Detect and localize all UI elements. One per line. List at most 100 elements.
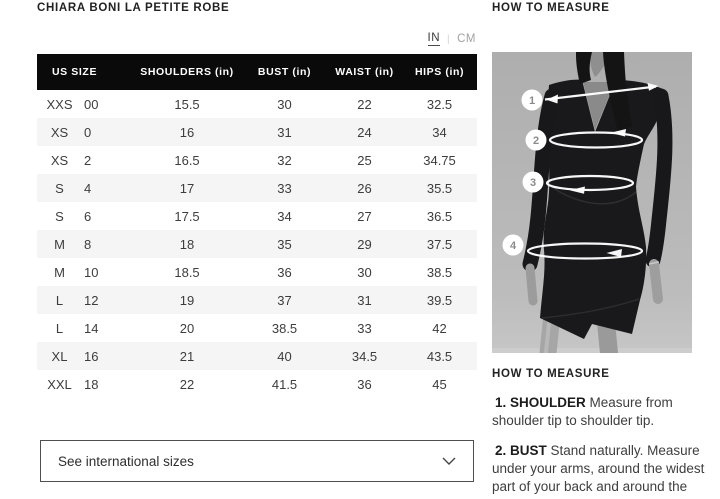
cell-us-number: 4 — [84, 180, 92, 196]
cell-shoulders: 15.5 — [174, 96, 200, 112]
cell-bust: 32 — [277, 152, 292, 168]
international-sizes-dropdown[interactable]: See international sizes — [40, 440, 474, 482]
instruction-bust: 2. BUST Stand naturally. Measure under y… — [492, 442, 718, 499]
unit-cm-button[interactable]: CM — [457, 33, 476, 45]
instruction-shoulder-text: Measure from shoulder tip to shoulder ti… — [492, 395, 673, 428]
cell-bust: 30 — [277, 96, 292, 112]
instruction-shoulder-lead: 1. SHOULDER — [495, 395, 586, 410]
cell-bust: 40 — [277, 348, 292, 364]
measure-instructions: 1. SHOULDER Measure from shoulder tip to… — [492, 394, 718, 499]
cell-shoulders: 17.5 — [174, 208, 200, 224]
cell-waist: 26 — [357, 180, 372, 196]
cell-waist: 25 — [357, 152, 372, 168]
cell-shoulders: 21 — [179, 348, 195, 364]
cell-size-letter: M — [54, 264, 65, 280]
cell-hips: 32.5 — [426, 96, 453, 112]
cell-us-number: 10 — [84, 264, 99, 280]
cell-bust: 35 — [277, 236, 292, 252]
cell-size-letter: L — [55, 292, 64, 308]
header-us-size: US SIZE — [37, 54, 133, 90]
measure-marker-4-hips: 4 — [510, 240, 517, 252]
header-shoulders: SHOULDERS (in) — [132, 54, 243, 90]
measure-marker-1-shoulder: 1 — [529, 95, 535, 107]
cell-waist: 24 — [357, 124, 372, 140]
table-row: L 12 19 37 31 39.5 — [37, 286, 478, 314]
cell-us-number: 16 — [84, 348, 99, 364]
size-table: US SIZE SHOULDERS (in) BUST (in) WAIST (… — [37, 54, 478, 398]
cell-size-letter: XS — [50, 152, 69, 168]
unit-toggle: IN | CM — [427, 32, 477, 46]
how-to-measure-heading: HOW TO MEASURE — [492, 2, 610, 14]
cell-hips: 39.5 — [426, 292, 453, 308]
cell-bust: 34 — [277, 208, 292, 224]
table-row: XXL 18 22 41.5 36 45 — [37, 370, 477, 398]
header-bust: BUST (in) — [242, 54, 328, 90]
cell-waist: 33 — [357, 320, 372, 336]
cell-shoulders: 16 — [179, 124, 195, 140]
cell-us-number: 2 — [84, 152, 92, 168]
cell-waist: 22 — [357, 96, 372, 112]
cell-hips: 38.5 — [426, 264, 453, 280]
table-row: XL 16 21 40 34.5 43.5 — [37, 342, 478, 370]
cell-hips: 35.5 — [426, 180, 453, 196]
cell-shoulders: 22 — [179, 376, 195, 392]
brand-title: CHIARA BONI LA PETITE ROBE — [37, 2, 230, 14]
cell-size-letter: XS — [50, 124, 69, 140]
cell-waist: 27 — [357, 208, 372, 224]
cell-shoulders: 16.5 — [174, 152, 200, 168]
cell-size-letter: M — [54, 236, 65, 252]
cell-waist: 36 — [357, 376, 372, 392]
size-chart-section: IN | CM US SIZE SHOULDERS (in) BUST (in)… — [37, 0, 478, 499]
cell-size-letter: XL — [51, 348, 68, 364]
cell-hips: 43.5 — [426, 348, 453, 364]
size-table-header: US SIZE SHOULDERS (in) BUST (in) WAIST (… — [37, 54, 478, 90]
cell-hips: 42 — [432, 320, 447, 336]
cell-shoulders: 18.5 — [174, 264, 200, 280]
table-row: M 8 18 35 29 37.5 — [37, 230, 478, 258]
cell-size-letter: XXL — [47, 376, 72, 392]
cell-size-letter: XXS — [46, 96, 73, 112]
cell-hips: 36.5 — [426, 208, 453, 224]
cell-waist: 30 — [357, 264, 372, 280]
cell-waist: 29 — [357, 236, 372, 252]
measure-marker-3-waist: 3 — [530, 177, 536, 189]
table-row: S 4 17 33 26 35.5 — [37, 174, 478, 202]
cell-us-number: 0 — [84, 124, 92, 140]
instruction-shoulder: 1. SHOULDER Measure from shoulder tip to… — [492, 394, 718, 430]
cell-shoulders: 20 — [179, 320, 195, 336]
cell-bust: 36 — [277, 264, 292, 280]
cell-size-letter: S — [55, 208, 64, 224]
cell-size-letter: S — [55, 180, 64, 196]
cell-bust: 37 — [277, 292, 292, 308]
table-row: S 6 17.5 34 27 36.5 — [37, 202, 477, 230]
unit-separator: | — [447, 33, 451, 45]
instruction-bust-lead: 2. BUST — [495, 443, 547, 458]
table-row: M 10 18.5 36 30 38.5 — [37, 258, 477, 286]
cell-waist: 31 — [357, 292, 372, 308]
table-row: XXS 00 15.5 30 22 32.5 — [37, 90, 477, 118]
measurement-diagram: 1 2 3 4 — [492, 52, 692, 353]
cell-size-letter: L — [55, 320, 64, 336]
cell-us-number: 6 — [84, 208, 92, 224]
unit-in-button[interactable]: IN — [427, 32, 440, 46]
measure-marker-2-bust: 2 — [533, 135, 539, 147]
header-waist: WAIST (in) — [327, 54, 403, 90]
cell-hips: 34 — [432, 124, 447, 140]
chevron-down-icon — [442, 457, 456, 465]
cell-us-number: 12 — [84, 292, 99, 308]
cell-us-number: 18 — [84, 376, 99, 392]
cell-bust: 33 — [277, 180, 292, 196]
cell-shoulders: 17 — [179, 180, 195, 196]
table-row: XS 2 16.5 32 25 34.75 — [37, 146, 477, 174]
cell-hips: 45 — [432, 376, 447, 392]
cell-bust: 38.5 — [271, 320, 298, 336]
header-hips: HIPS (in) — [402, 54, 478, 90]
instruction-bust-text: Stand naturally. Measure under your arms… — [492, 443, 705, 499]
cell-shoulders: 18 — [179, 236, 195, 252]
size-table-body: XXS 00 15.5 30 22 32.5 XS 0 16 31 24 34 … — [37, 90, 478, 398]
table-row: L 14 20 38.5 33 42 — [37, 314, 477, 342]
cell-us-number: 14 — [84, 320, 99, 336]
how-to-measure-subheading: HOW TO MEASURE — [492, 368, 610, 380]
model-photo: 1 2 3 4 — [492, 52, 692, 353]
cell-hips: 37.5 — [426, 236, 453, 252]
